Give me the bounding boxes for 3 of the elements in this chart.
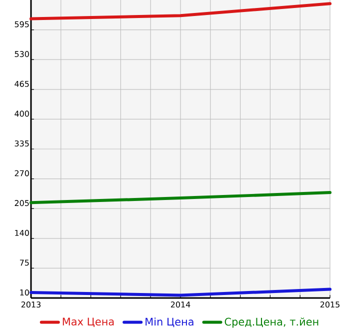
legend-label: Сред.Цена, т.йен	[224, 318, 318, 328]
legend-label: Min Цена	[146, 318, 194, 328]
legend-label: Max Цена	[62, 318, 114, 328]
